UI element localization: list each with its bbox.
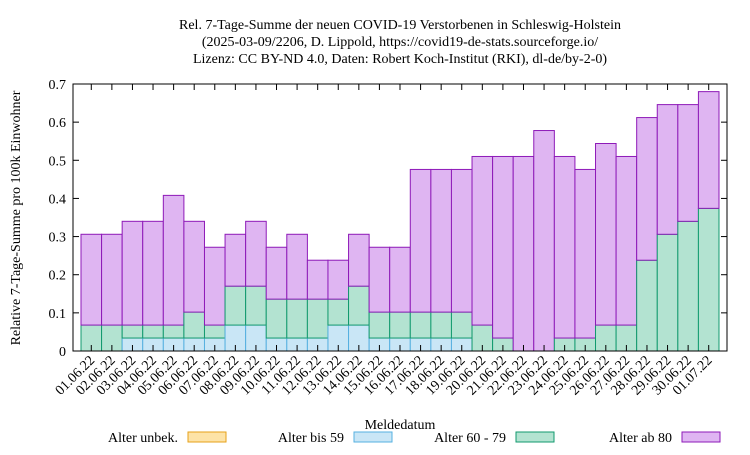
bar-segment-3-18 — [450, 168, 473, 313]
bar-segment-2-7 — [224, 285, 247, 326]
bar-segment-2-14 — [368, 311, 391, 339]
bar-segment-2-12 — [327, 298, 350, 326]
legend-swatch-3 — [681, 431, 721, 443]
bar-segment-2-3 — [142, 324, 164, 339]
legend-label-0: Alter unbek. — [108, 431, 178, 446]
bar-segment-3-3 — [142, 220, 164, 326]
legend-label-1: Alter bis 59 — [278, 431, 344, 446]
y-axis-label: Relative 7-Tage-Summe pro 100k Einwohner — [9, 90, 24, 345]
chart-title: Rel. 7-Tage-Summe der neuen COVID-19 Ver… — [179, 18, 621, 67]
bar-segment-2-29 — [677, 220, 699, 352]
y-tick-label: 0.4 — [49, 192, 67, 207]
bar-segment-3-9 — [265, 246, 288, 300]
bar-segment-3-30 — [697, 91, 720, 209]
bar-segment-2-2 — [121, 324, 144, 339]
y-axis: 0 0.1 0.2 0.3 0.4 0.5 0.6 0.7 — [49, 78, 727, 360]
bar-segment-3-6 — [203, 246, 226, 326]
legend: Alter unbek. Alter bis 59 Alter 60 - 79 Alt… — [108, 431, 721, 446]
bar-segment-3-25 — [595, 143, 617, 326]
bar-segment-2-18 — [450, 311, 473, 339]
legend-swatch-1 — [353, 431, 393, 443]
bar-segment-2-8 — [245, 285, 267, 326]
bar-segment-2-17 — [430, 311, 452, 339]
bar-segment-2-27 — [636, 259, 658, 352]
bar-segment-3-7 — [224, 233, 247, 287]
bar-segment-3-15 — [389, 246, 411, 313]
y-tick-label: 0 — [59, 345, 66, 360]
bar-segment-3-29 — [677, 104, 699, 222]
bar-segment-2-16 — [409, 311, 432, 339]
bar-segment-3-11 — [306, 259, 329, 300]
bar-segment-3-20 — [492, 155, 514, 339]
bar-segment-3-5 — [183, 220, 205, 313]
bar-segment-3-14 — [368, 246, 391, 313]
title-line-2: (2025-03-09/2206, D. Lippold, https://co… — [202, 35, 598, 50]
bar-segment-3-21 — [512, 155, 535, 352]
bar-segment-2-30 — [697, 207, 720, 352]
y-tick-label: 0.3 — [49, 231, 67, 246]
bar-segment-2-10 — [286, 298, 308, 339]
bar-segment-3-28 — [656, 104, 679, 235]
bar-segment-2-9 — [265, 298, 288, 339]
y-tick-label: 0.6 — [49, 116, 67, 131]
bar-segment-3-10 — [286, 233, 308, 300]
bar-segment-2-5 — [183, 311, 205, 339]
y-tick-label: 0.5 — [49, 154, 67, 169]
bar-segment-3-2 — [121, 220, 144, 326]
bar-segment-2-13 — [348, 285, 370, 326]
bar-segment-3-12 — [327, 259, 350, 300]
bar-segment-3-22 — [533, 130, 555, 352]
bar-segment-2-4 — [162, 324, 185, 339]
bar-segment-3-1 — [101, 233, 123, 326]
bar-segment-2-6 — [203, 324, 226, 339]
x-axis-label: Meldedatum — [365, 418, 436, 433]
bar-segment-3-19 — [471, 155, 494, 326]
legend-label-2: Alter 60 - 79 — [434, 431, 506, 446]
title-line-1: Rel. 7-Tage-Summe der neuen COVID-19 Ver… — [179, 18, 621, 33]
bar-segment-3-23 — [553, 155, 576, 339]
bars-layer — [80, 91, 720, 352]
bar-segment-3-13 — [348, 233, 370, 287]
legend-swatch-0 — [187, 431, 227, 443]
bar-segment-3-24 — [574, 168, 597, 339]
legend-swatch-2 — [515, 431, 555, 443]
y-tick-label: 0.2 — [49, 269, 67, 284]
bar-segment-3-17 — [430, 168, 452, 313]
bar-segment-3-8 — [245, 220, 267, 287]
bar-segment-3-0 — [80, 233, 103, 326]
bar-segment-2-15 — [389, 311, 411, 339]
title-line-3: Lizenz: CC BY-ND 4.0, Daten: Robert Koch… — [193, 52, 607, 67]
legend-label-3: Alter ab 80 — [609, 431, 672, 446]
y-tick-label: 0.1 — [49, 307, 67, 322]
bar-segment-3-16 — [409, 168, 432, 313]
bar-segment-3-27 — [636, 117, 658, 261]
bar-segment-3-26 — [615, 155, 638, 326]
bar-segment-3-4 — [162, 194, 185, 326]
bar-segment-2-28 — [656, 233, 679, 352]
y-tick-label: 0.7 — [49, 78, 67, 93]
bar-segment-2-11 — [306, 298, 329, 339]
